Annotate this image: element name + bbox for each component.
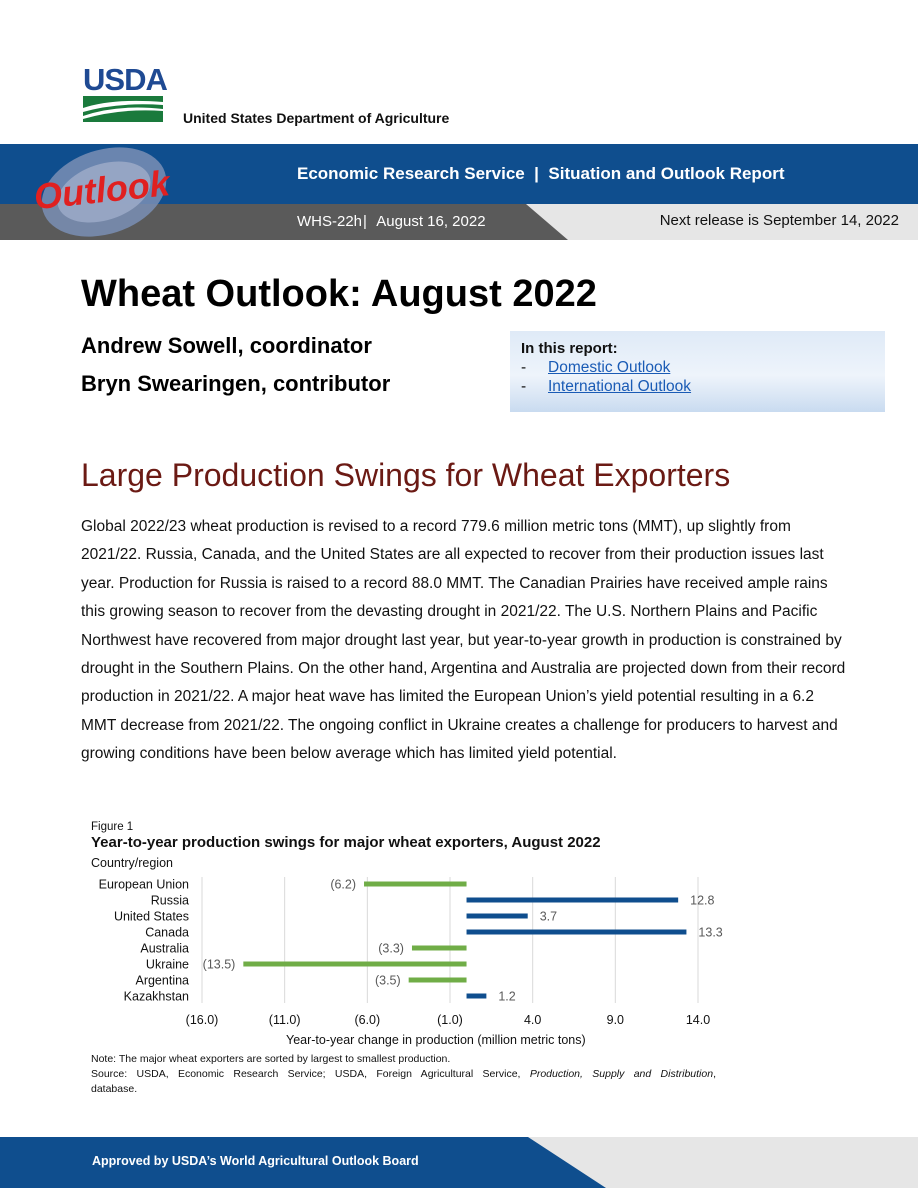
bar [411, 945, 467, 951]
figure-source-suffix: database. [91, 1083, 138, 1095]
category-label: Australia [140, 942, 189, 956]
x-tick-label: 4.0 [524, 1013, 541, 1027]
category-label: Ukraine [146, 958, 189, 972]
bar [466, 897, 679, 903]
section-title: Large Production Swings for Wheat Export… [81, 457, 731, 493]
list-dash: - [521, 378, 527, 395]
figure-source-comma: , [713, 1068, 716, 1080]
figure-label: Figure 1 [91, 821, 134, 833]
bar [408, 977, 467, 983]
x-tick-label: (16.0) [186, 1013, 219, 1027]
data-label: 3.7 [540, 910, 557, 924]
author-contributor: Bryn Swearingen, contributor [81, 371, 391, 396]
report-item-domestic: - Domestic Outlook [521, 358, 874, 377]
category-label: Argentina [135, 974, 189, 988]
data-label: 13.3 [698, 926, 722, 940]
body-paragraph: Global 2022/23 wheat production is revis… [81, 518, 846, 763]
banner-title: Economic Research Service | Situation an… [297, 164, 785, 183]
data-label: 1.2 [498, 990, 515, 1004]
usda-logo-text: USDA [83, 62, 168, 97]
figure-y-axis-label: Country/region [91, 856, 173, 870]
figure-title: Year-to-year production swings for major… [91, 834, 601, 851]
author-coordinator: Andrew Sowell, coordinator [81, 333, 372, 358]
bar [466, 913, 528, 919]
category-label: Canada [145, 926, 189, 940]
outlook-badge-icon: Outlook [32, 147, 173, 237]
x-tick-label: 14.0 [686, 1013, 710, 1027]
data-label: (6.2) [330, 878, 356, 892]
x-tick-label: 9.0 [607, 1013, 624, 1027]
usda-logo-mark-icon [83, 96, 163, 122]
in-this-report-heading: In this report: [521, 340, 618, 357]
international-outlook-link[interactable]: International Outlook [548, 378, 692, 395]
report-code: WHS-22h [297, 213, 363, 230]
report-date: August 16, 2022 [376, 213, 486, 230]
data-label: (3.3) [378, 942, 404, 956]
figure-note-text: Note: The major wheat exporters are sort… [91, 1053, 451, 1065]
page-title: Wheat Outlook: August 2022 [81, 273, 597, 315]
figure-source-prefix: Source: USDA, Economic Research Service;… [91, 1068, 521, 1080]
category-label: European Union [99, 878, 189, 892]
figure-note: Note: The major wheat exporters are sort… [91, 1052, 716, 1097]
usda-logo: USDA [83, 62, 168, 122]
footer-band [0, 1137, 918, 1188]
report-item-international: - International Outlook [521, 377, 874, 396]
figure-source-line: Source: USDA, Economic Research Service;… [91, 1067, 716, 1082]
bar [243, 961, 467, 967]
data-label: (13.5) [203, 958, 236, 972]
footer-text: Approved by USDA’s World Agricultural Ou… [92, 1154, 419, 1168]
x-tick-label: (6.0) [354, 1013, 380, 1027]
in-this-report-box: In this report: - Domestic Outlook - Int… [510, 331, 885, 412]
bar [466, 929, 687, 935]
report-code-and-date: WHS-22h| August 16, 2022 [297, 213, 486, 230]
banner-lower-band [0, 204, 918, 240]
category-label: United States [114, 910, 189, 924]
figure-source-italic: Production, Supply and Distribution [529, 1068, 714, 1080]
bar [364, 881, 467, 887]
category-label: Kazakhstan [124, 990, 189, 1004]
department-name: United States Department of Agriculture [183, 110, 450, 126]
figure-x-axis-label: Year-to-year change in production (milli… [286, 1033, 586, 1047]
data-label: 12.8 [690, 894, 714, 908]
x-tick-label: (11.0) [269, 1013, 301, 1027]
x-tick-label: (1.0) [437, 1013, 463, 1027]
data-label: (3.5) [375, 974, 401, 988]
list-dash: - [521, 359, 527, 376]
bar [466, 993, 487, 999]
next-release: Next release is September 14, 2022 [659, 212, 899, 229]
category-label: Russia [151, 894, 189, 908]
domestic-outlook-link[interactable]: Domestic Outlook [548, 359, 671, 376]
